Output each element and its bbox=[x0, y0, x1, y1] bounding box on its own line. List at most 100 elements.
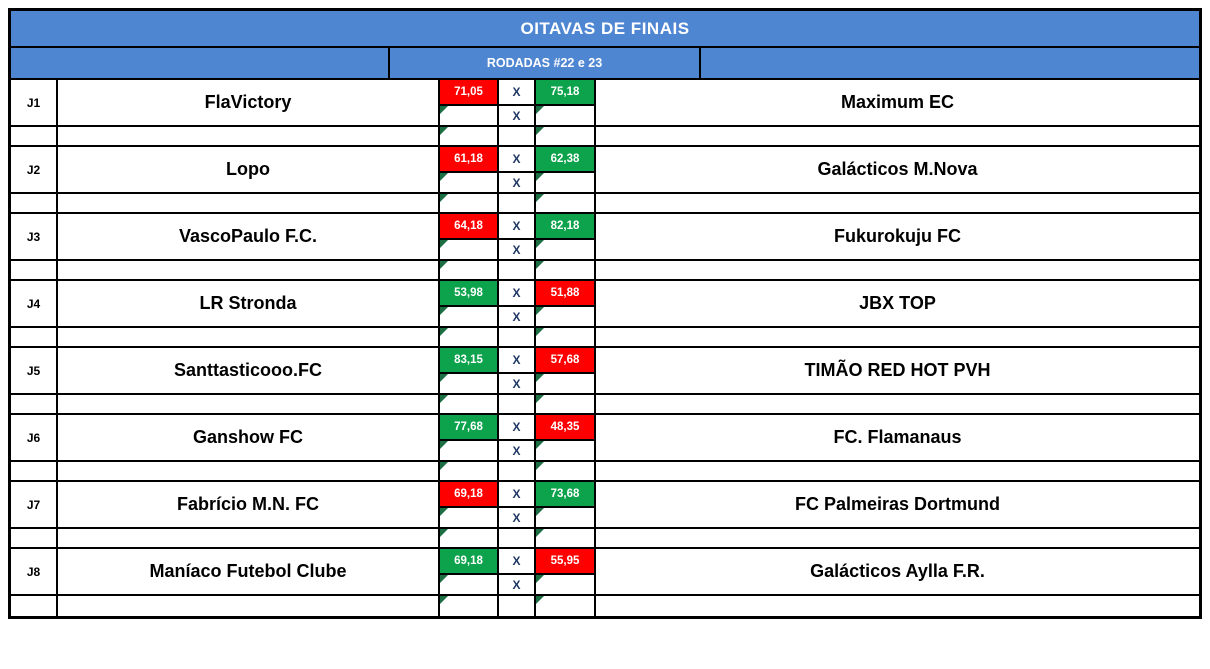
match-row: J8 Maníaco Futebol Clube 69,18 X X 55,95… bbox=[11, 549, 1199, 596]
match-id-label: J2 bbox=[11, 147, 58, 192]
home-score-cell: 71,05 bbox=[440, 80, 497, 106]
versus-x-label: X bbox=[499, 348, 534, 374]
cell-flag-icon bbox=[536, 106, 544, 114]
cell-flag-icon bbox=[536, 395, 544, 403]
match-block: J3 VascoPaulo F.C. 64,18 X X 82,18 Fukur… bbox=[11, 214, 1199, 281]
versus-column: X X bbox=[499, 482, 536, 527]
away-score-column: 48,35 bbox=[536, 415, 596, 460]
page-title: OITAVAS DE FINAIS bbox=[520, 18, 690, 38]
match-id-label: J3 bbox=[11, 214, 58, 259]
versus-x-label: X bbox=[499, 281, 534, 307]
home-score-column: 61,18 bbox=[440, 147, 499, 192]
home-team-name: Lopo bbox=[58, 147, 440, 192]
away-score-cell: 73,68 bbox=[536, 482, 594, 508]
versus-x-label: X bbox=[499, 214, 534, 240]
cell-flag-icon bbox=[536, 127, 544, 135]
home-score-column: 71,05 bbox=[440, 80, 499, 125]
away-score-cell: 75,18 bbox=[536, 80, 594, 106]
versus-column: X X bbox=[499, 281, 536, 326]
match-row: J6 Ganshow FC 77,68 X X 48,35 FC. Flaman… bbox=[11, 415, 1199, 462]
cell-flag-icon bbox=[536, 374, 544, 382]
cell-flag-icon bbox=[536, 462, 544, 470]
cell-flag-icon bbox=[440, 508, 448, 516]
home-score-leg2-cell bbox=[440, 508, 497, 527]
spacer-row bbox=[11, 194, 1199, 214]
versus-x-label: X bbox=[512, 175, 521, 190]
home-score-leg2-cell bbox=[440, 173, 497, 192]
cell-flag-icon bbox=[440, 395, 448, 403]
cell-flag-icon bbox=[440, 575, 448, 583]
away-team-name: Fukurokuju FC bbox=[834, 226, 961, 246]
bracket-sheet: OITAVAS DE FINAIS RODADAS #22 e 23 J1 Fl… bbox=[8, 8, 1202, 619]
match-row: J2 Lopo 61,18 X X 62,38 Galácticos M.Nov… bbox=[11, 147, 1199, 194]
cell-flag-icon bbox=[536, 328, 544, 336]
away-score-cell: 55,95 bbox=[536, 549, 594, 575]
match-row: J5 Santtasticooo.FC 83,15 X X 57,68 TIMÃ… bbox=[11, 348, 1199, 395]
match-block: J2 Lopo 61,18 X X 62,38 Galácticos M.Nov… bbox=[11, 147, 1199, 214]
cell-flag-icon bbox=[440, 462, 448, 470]
home-team-name: Ganshow FC bbox=[58, 415, 440, 460]
home-team-name: Maníaco Futebol Clube bbox=[58, 549, 440, 594]
cell-flag-icon bbox=[536, 240, 544, 248]
match-block: J8 Maníaco Futebol Clube 69,18 X X 55,95… bbox=[11, 549, 1199, 616]
away-score-column: 51,88 bbox=[536, 281, 596, 326]
away-score-leg2-cell bbox=[536, 575, 594, 594]
away-team-name: FC Palmeiras Dortmund bbox=[794, 494, 1001, 514]
versus-x-label: X bbox=[512, 510, 521, 525]
away-score-cell: 82,18 bbox=[536, 214, 594, 240]
versus-x-label: X bbox=[499, 80, 534, 106]
away-score-leg2-cell bbox=[536, 240, 594, 259]
away-score-column: 75,18 bbox=[536, 80, 596, 125]
match-block: J5 Santtasticooo.FC 83,15 X X 57,68 TIMÃ… bbox=[11, 348, 1199, 415]
match-block: J7 Fabrício M.N. FC 69,18 X X 73,68 FC P… bbox=[11, 482, 1199, 549]
away-team-name: TIMÃO RED HOT PVH bbox=[804, 360, 991, 380]
home-score-column: 77,68 bbox=[440, 415, 499, 460]
match-id-label: J8 bbox=[11, 549, 58, 594]
home-score-column: 64,18 bbox=[440, 214, 499, 259]
away-score-column: 82,18 bbox=[536, 214, 596, 259]
home-team-name: VascoPaulo F.C. bbox=[58, 214, 440, 259]
match-block: J1 FlaVictory 71,05 X X 75,18 Maximum EC bbox=[11, 80, 1199, 147]
match-id-label: J7 bbox=[11, 482, 58, 527]
match-id-label: J1 bbox=[11, 80, 58, 125]
away-score-leg2-cell bbox=[536, 441, 594, 460]
home-score-leg2-cell bbox=[440, 575, 497, 594]
away-score-cell: 57,68 bbox=[536, 348, 594, 374]
home-score-leg2-cell bbox=[440, 307, 497, 326]
away-score-leg2-cell bbox=[536, 374, 594, 393]
versus-x-label: X bbox=[512, 577, 521, 592]
away-score-column: 55,95 bbox=[536, 549, 596, 594]
match-id-label: J4 bbox=[11, 281, 58, 326]
away-score-column: 57,68 bbox=[536, 348, 596, 393]
match-block: J4 LR Stronda 53,98 X X 51,88 JBX TOP bbox=[11, 281, 1199, 348]
away-score-cell: 48,35 bbox=[536, 415, 594, 441]
away-team-name: JBX TOP bbox=[859, 293, 936, 313]
cell-flag-icon bbox=[440, 261, 448, 269]
cell-flag-icon bbox=[440, 596, 448, 604]
match-id-label: J5 bbox=[11, 348, 58, 393]
home-team-name: Santtasticooo.FC bbox=[58, 348, 440, 393]
versus-column: X X bbox=[499, 549, 536, 594]
away-score-cell: 51,88 bbox=[536, 281, 594, 307]
versus-x-label: X bbox=[512, 443, 521, 458]
cell-flag-icon bbox=[536, 575, 544, 583]
home-team-name: FlaVictory bbox=[58, 80, 440, 125]
versus-column: X X bbox=[499, 147, 536, 192]
home-score-cell: 53,98 bbox=[440, 281, 497, 307]
home-score-cell: 64,18 bbox=[440, 214, 497, 240]
home-score-leg2-cell bbox=[440, 106, 497, 125]
spacer-row bbox=[11, 462, 1199, 482]
home-team-name: LR Stronda bbox=[58, 281, 440, 326]
spacer-row bbox=[11, 596, 1199, 616]
cell-flag-icon bbox=[440, 529, 448, 537]
versus-column: X X bbox=[499, 214, 536, 259]
home-score-column: 53,98 bbox=[440, 281, 499, 326]
subtitle-left-cell bbox=[11, 48, 390, 78]
versus-x-label: X bbox=[512, 108, 521, 123]
spacer-row bbox=[11, 395, 1199, 415]
cell-flag-icon bbox=[440, 441, 448, 449]
home-score-cell: 77,68 bbox=[440, 415, 497, 441]
cell-flag-icon bbox=[440, 127, 448, 135]
cell-flag-icon bbox=[440, 374, 448, 382]
versus-column: X X bbox=[499, 348, 536, 393]
